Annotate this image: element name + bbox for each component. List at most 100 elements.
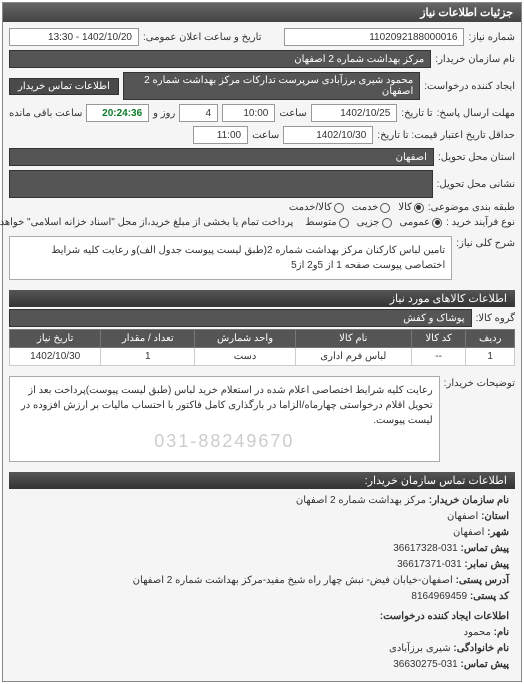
deadline-time-field: 10:00: [222, 104, 275, 122]
radio-icon: [339, 218, 349, 228]
pack-radio-group: کالا خدمت کالا/خدمت: [289, 202, 424, 213]
cell-qty: 1: [101, 348, 195, 366]
pack-radio-both[interactable]: کالا/خدمت: [289, 202, 344, 213]
zip-label: کد پستی:: [470, 591, 509, 602]
org-value: مرکز بهداشت شماره 2 اصفهان: [296, 495, 426, 506]
cphone-value: 031-36630275: [393, 659, 458, 670]
lname-value: شیری برزآبادی: [389, 643, 451, 654]
cell-name: لباس فرم اداری: [295, 348, 411, 366]
fname-value: محمود: [464, 627, 491, 638]
col-row: ردیف: [466, 330, 515, 348]
buyer-name-label: نام سازمان خریدار:: [435, 54, 515, 65]
row-group: گروه کالا: پوشاک و کفش: [9, 307, 515, 329]
valid-time-field: 11:00: [193, 126, 248, 144]
valid-time-label: ساعت: [252, 130, 279, 141]
row-notes: توضیحات خریدار: رعایت کلیه شرایط اختصاصی…: [9, 370, 515, 468]
request-no-label: شماره نیاز:: [468, 32, 515, 43]
notes-box: رعایت کلیه شرایط اختصاصی اعلام شده در اس…: [9, 376, 440, 462]
creator-field: محمود شیری برزآبادی سرپرست تدارکات مرکز …: [123, 72, 420, 100]
remain-time-field: 20:24:36: [86, 104, 149, 122]
group-field: پوشاک و کفش: [9, 309, 472, 327]
cphone-label: پیش تماس:: [461, 659, 509, 670]
row-delivery-loc: استان محل تحویل: اصفهان: [9, 146, 515, 168]
notes-label: توضیحات خریدار:: [444, 372, 515, 389]
buy-radio-group: عمومی جزیی متوسط: [305, 217, 442, 228]
contact-header: اطلاعات تماس سازمان خریدار:: [9, 472, 515, 489]
cell-unit: دست: [195, 348, 296, 366]
contact-block: نام سازمان خریدار: مرکز بهداشت شماره 2 ا…: [9, 489, 515, 677]
province-label: استان:: [481, 511, 509, 522]
announce-label: تاریخ و ساعت اعلان عمومی:: [143, 32, 262, 43]
org-label: نام سازمان خریدار:: [429, 495, 509, 506]
delivery-loc-field: اصفهان: [9, 148, 434, 166]
row-desc: شرح کلی نیاز: تامین لباس کارکنان مرکز به…: [9, 230, 515, 286]
pack-radio-goods[interactable]: کالا: [398, 202, 424, 213]
pack-label: طبقه بندی موضوعی:: [428, 202, 515, 213]
radio-icon: [380, 203, 390, 213]
city-value: اصفهان: [453, 527, 484, 538]
creator-header: اطلاعات ایجاد کننده درخواست:: [380, 611, 509, 622]
valid-date-field: 1402/10/30: [283, 126, 373, 144]
notes-text: رعایت کلیه شرایط اختصاصی اعلام شده در اس…: [16, 383, 433, 428]
deadline-time-label: ساعت: [279, 108, 306, 119]
buy-radio-partial[interactable]: جزیی: [357, 217, 392, 228]
addr-value: اصفهان-خیابان فیض- نبش چهار راه شیخ مفید…: [133, 575, 453, 586]
radio-icon: [432, 218, 442, 228]
fname-label: نام:: [494, 627, 509, 638]
col-code: کد کالا: [411, 330, 466, 348]
row-delivery-addr: نشانی محل تحویل:: [9, 168, 515, 200]
radio-icon: [414, 203, 424, 213]
delivery-addr-label: نشانی محل تحویل:: [437, 179, 515, 190]
fax-label: پیش نمابر:: [464, 559, 509, 570]
row-deadline: مهلت ارسال پاسخ: تا تاریخ: 1402/10/25 سا…: [9, 102, 515, 124]
row-creator: ایجاد کننده درخواست: محمود شیری برزآبادی…: [9, 70, 515, 102]
days-field: 4: [179, 104, 218, 122]
row-buyer: نام سازمان خریدار: مرکز بهداشت شماره 2 ا…: [9, 48, 515, 70]
phone-value: 031-36617328: [393, 543, 458, 554]
desc-text: تامین لباس کارکنان مرکز بهداشت شماره 2(ط…: [9, 236, 452, 280]
buy-type-label: نوع فرآیند خرید :: [446, 217, 515, 228]
buy-radio-medium[interactable]: متوسط: [305, 217, 348, 228]
row-pack: طبقه بندی موضوعی: کالا خدمت کالا/خدمت: [9, 200, 515, 215]
payment-note: پرداخت تمام یا بخشی از مبلغ خرید،از محل …: [0, 217, 293, 228]
col-unit: واحد شمارش: [195, 330, 296, 348]
col-name: نام کالا: [295, 330, 411, 348]
deadline-date-field: 1402/10/25: [311, 104, 398, 122]
panel-body: شماره نیاز: 1102092188000016 تاریخ و ساع…: [3, 22, 521, 681]
valid-label: حداقل تاریخ اعتبار قیمت: تا تاریخ:: [377, 130, 515, 141]
main-panel: جزئیات اطلاعات نیاز شماره نیاز: 11020921…: [2, 2, 522, 682]
cell-date: 1402/10/30: [10, 348, 101, 366]
creator-label: ایجاد کننده درخواست:: [424, 81, 515, 92]
row-buy-type: نوع فرآیند خرید : عمومی جزیی متوسط پرداخ…: [9, 215, 515, 230]
request-no-field: 1102092188000016: [284, 28, 464, 46]
radio-icon: [382, 218, 392, 228]
radio-icon: [334, 203, 344, 213]
fax-value: 031-36617371: [397, 559, 462, 570]
panel-title: جزئیات اطلاعات نیاز: [3, 3, 521, 22]
buyer-contact-button[interactable]: اطلاعات تماس خریدار: [9, 78, 119, 95]
buyer-name-field: مرکز بهداشت شماره 2 اصفهان: [9, 50, 431, 68]
pack-radio-service[interactable]: خدمت: [352, 202, 391, 213]
group-label: گروه کالا:: [476, 313, 515, 324]
cell-row: 1: [466, 348, 515, 366]
table-header-row: ردیف کد کالا نام کالا واحد شمارش تعداد /…: [10, 330, 515, 348]
table-row: 1 -- لباس فرم اداری دست 1 1402/10/30: [10, 348, 515, 366]
buy-radio-public[interactable]: عمومی: [400, 217, 443, 228]
deadline-label: تا تاریخ:: [401, 108, 432, 119]
desc-label: شرح کلی نیاز:: [456, 232, 515, 249]
province-value: اصفهان: [447, 511, 478, 522]
items-header: اطلاعات کالاهای مورد نیاز: [9, 290, 515, 307]
items-table: ردیف کد کالا نام کالا واحد شمارش تعداد /…: [9, 329, 515, 366]
lname-label: نام خانوادگی:: [453, 643, 509, 654]
days-label: روز و: [153, 108, 175, 119]
row-valid: حداقل تاریخ اعتبار قیمت: تا تاریخ: 1402/…: [9, 124, 515, 146]
col-qty: تعداد / مقدار: [101, 330, 195, 348]
addr-label: آدرس پستی:: [456, 575, 509, 586]
delivery-loc-label: استان محل تحویل:: [438, 152, 515, 163]
announce-field: 1402/10/20 - 13:30: [9, 28, 139, 46]
col-date: تاریخ نیاز: [10, 330, 101, 348]
remain-label: ساعت باقی مانده: [9, 108, 82, 119]
zip-value: 8164969459: [411, 591, 467, 602]
phone-label: پیش تماس:: [461, 543, 509, 554]
row-request-no: شماره نیاز: 1102092188000016 تاریخ و ساع…: [9, 26, 515, 48]
